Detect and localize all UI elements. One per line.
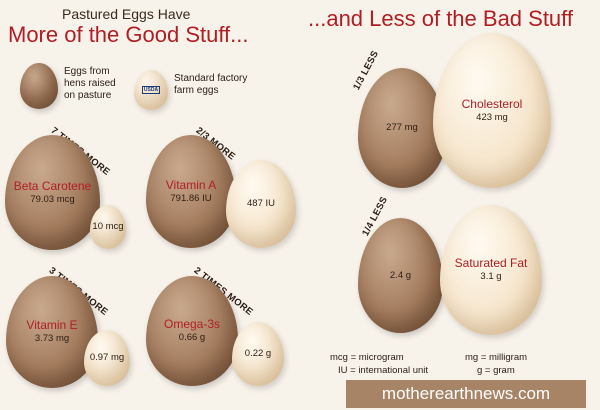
unit-mcg: mcg = microgram <box>330 352 404 363</box>
key-pasture-line-1: Eggs from <box>64 66 110 77</box>
omega-factory-egg: 0.22 g <box>232 322 284 386</box>
omega-factory-value: 0.22 g <box>244 348 272 360</box>
chol-name: Cholesterol <box>461 96 523 111</box>
key-pasture-label: Eggs from hens raised on pasture <box>64 66 116 102</box>
fat-pasture-value: 2.4 g <box>389 269 412 281</box>
beta-factory-egg: 10 mcg <box>90 205 126 249</box>
omega-pasture-value: 0.66 g <box>178 332 206 344</box>
vita-factory-egg: 487 IU <box>226 160 296 248</box>
key-factory-line-2: farm eggs <box>174 85 219 96</box>
left-title: More of the Good Stuff... <box>8 22 249 47</box>
chol-factory-egg: Cholesterol 423 mg <box>433 33 551 188</box>
fat-factory-egg: Saturated Fat 3.1 g <box>440 205 542 335</box>
usda-stamp: USDA <box>141 86 161 94</box>
vite-name: Vitamin E <box>26 318 78 333</box>
vite-pasture-egg: Vitamin E 3.73 mg <box>6 276 98 388</box>
chol-factory-value: 423 mg <box>476 111 508 123</box>
omega-pasture-egg: Omega-3s 0.66 g <box>146 276 238 386</box>
beta-pasture-egg: Beta Carotene 79.03 mcg <box>5 135 100 250</box>
chol-pasture-value: 277 mg <box>386 122 418 134</box>
vite-pasture-value: 3.73 mg <box>34 333 70 345</box>
vita-factory-value: 487 IU <box>247 198 275 210</box>
key-pasture-line-3: on pasture <box>64 90 112 101</box>
vite-factory-egg: 0.97 mg <box>84 330 130 386</box>
vita-pasture-value: 791.86 IU <box>170 192 212 204</box>
unit-mg: mg = milligram <box>465 352 528 363</box>
omega-name: Omega-3s <box>163 317 221 332</box>
vite-factory-value: 0.97 mg <box>89 352 125 364</box>
key-factory-egg: USDA <box>134 70 168 110</box>
site-name: motherearthnews.com <box>381 384 551 403</box>
site-banner: motherearthnews.com <box>346 380 586 408</box>
key-pasture-line-2: hens raised <box>64 78 116 89</box>
right-title: ...and Less of the Bad Stuff <box>308 6 573 31</box>
beta-factory-value: 10 mcg <box>92 221 124 233</box>
vita-name: Vitamin A <box>165 177 217 192</box>
subtitle: Pastured Eggs Have <box>62 6 191 22</box>
unit-iu: IU = international unit <box>338 365 429 376</box>
fat-name: Saturated Fat <box>454 256 528 271</box>
fat-pasture-egg: 2.4 g <box>358 218 443 333</box>
fat-factory-value: 3.1 g <box>480 271 502 283</box>
chol-pasture-egg: 277 mg <box>358 68 446 188</box>
key-factory-label: Standard factory farm eggs <box>174 73 247 97</box>
unit-g: g = gram <box>477 365 515 376</box>
beta-pasture-value: 79.03 mcg <box>30 193 75 205</box>
key-factory-line-1: Standard factory <box>174 73 248 84</box>
vita-pasture-egg: Vitamin A 791.86 IU <box>146 135 236 248</box>
beta-name: Beta Carotene <box>13 178 92 193</box>
key-pasture-egg <box>20 63 58 109</box>
